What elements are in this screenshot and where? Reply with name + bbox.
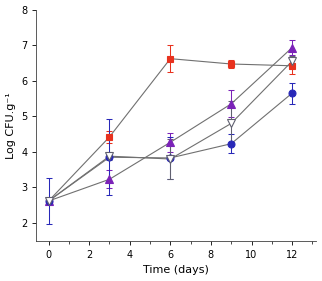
X-axis label: Time (days): Time (days) <box>144 266 209 275</box>
Y-axis label: Log CFU.g⁻¹: Log CFU.g⁻¹ <box>5 92 15 158</box>
